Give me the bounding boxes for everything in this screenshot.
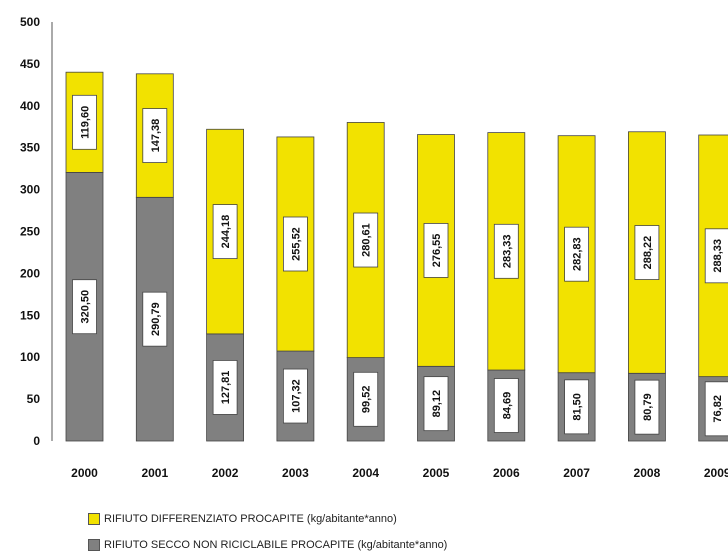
data-label-box <box>72 279 97 335</box>
data-label: 107,32 <box>290 379 302 413</box>
data-label-box <box>142 291 168 347</box>
data-label-box <box>353 212 379 268</box>
y-tick-label: 100 <box>20 350 40 364</box>
data-label: 81,50 <box>572 393 584 421</box>
data-label: 290,79 <box>150 302 162 336</box>
y-tick-label: 350 <box>20 141 40 155</box>
x-tick-label: 2004 <box>352 466 379 480</box>
data-label: 119,60 <box>80 106 92 139</box>
legend-item-differenziato: RIFIUTO DIFFERENZIATO PROCAPITE (kg/abit… <box>88 513 397 525</box>
legend-item-secco: RIFIUTO SECCO NON RICICLABILE PROCAPITE … <box>88 539 447 551</box>
data-label: 147,38 <box>150 119 162 153</box>
x-tick-label: 2000 <box>71 466 98 480</box>
x-tick-label: 2009 <box>704 466 728 480</box>
data-label-box <box>72 94 97 150</box>
data-label-box <box>142 108 168 163</box>
data-label: 89,12 <box>431 390 443 418</box>
data-label: 283,33 <box>501 234 513 268</box>
data-label-box <box>353 371 379 427</box>
data-label-box <box>634 379 660 435</box>
data-label: 255,52 <box>290 227 302 261</box>
data-label-box <box>564 379 589 435</box>
y-tick-label: 0 <box>33 434 40 448</box>
y-tick-label: 300 <box>20 183 40 197</box>
data-label-box <box>704 381 728 437</box>
legend-label-differenziato: RIFIUTO DIFFERENZIATO PROCAPITE (kg/abit… <box>104 513 397 525</box>
x-tick-label: 2001 <box>141 466 168 480</box>
x-tick-label: 2005 <box>423 466 450 480</box>
data-label-box <box>423 376 449 432</box>
y-tick-label: 400 <box>20 99 40 113</box>
data-label-box <box>493 223 519 279</box>
y-tick-label: 200 <box>20 266 40 280</box>
y-tick-label: 150 <box>20 308 40 322</box>
x-tick-label: 2007 <box>563 466 590 480</box>
data-label: 84,69 <box>501 392 513 420</box>
data-label-box <box>423 223 449 278</box>
data-label-box <box>564 226 589 282</box>
data-label-box <box>493 378 519 433</box>
data-label-box <box>212 360 238 415</box>
data-label: 288,22 <box>642 236 654 270</box>
x-tick-label: 2002 <box>212 466 239 480</box>
data-label-box <box>282 368 308 424</box>
y-tick-label: 500 <box>20 15 40 29</box>
data-label: 80,79 <box>642 393 654 421</box>
x-tick-label: 2006 <box>493 466 520 480</box>
data-label: 276,55 <box>431 234 443 268</box>
data-label: 76,82 <box>712 395 724 423</box>
x-tick-label: 2008 <box>634 466 661 480</box>
data-label: 127,81 <box>220 371 232 405</box>
data-label: 320,50 <box>80 290 92 324</box>
y-tick-label: 450 <box>20 57 40 71</box>
y-tick-label: 250 <box>20 225 40 239</box>
data-label-box <box>282 216 308 272</box>
data-label: 282,83 <box>572 237 584 271</box>
x-tick-label: 2003 <box>282 466 309 480</box>
data-label-box <box>634 225 660 280</box>
legend-swatch-differenziato <box>88 513 100 525</box>
data-label: 288,33 <box>712 239 724 273</box>
y-tick-label: 50 <box>27 392 41 406</box>
data-label-box <box>704 228 728 284</box>
legend-swatch-secco <box>88 539 100 551</box>
legend-label-secco: RIFIUTO SECCO NON RICICLABILE PROCAPITE … <box>104 539 448 551</box>
data-label: 99,52 <box>361 386 373 414</box>
data-label: 244,18 <box>220 215 232 249</box>
data-label-box <box>212 204 238 259</box>
data-label: 280,61 <box>361 223 373 257</box>
